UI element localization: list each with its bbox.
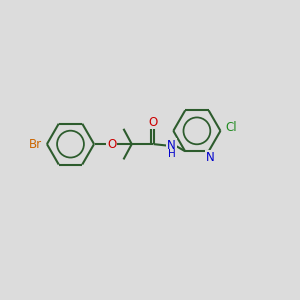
Text: N: N bbox=[167, 139, 176, 152]
Text: Br: Br bbox=[29, 138, 42, 151]
Text: H: H bbox=[168, 149, 176, 159]
Text: Cl: Cl bbox=[226, 121, 238, 134]
Text: O: O bbox=[107, 138, 116, 151]
Text: N: N bbox=[206, 151, 214, 164]
Text: O: O bbox=[148, 116, 158, 128]
